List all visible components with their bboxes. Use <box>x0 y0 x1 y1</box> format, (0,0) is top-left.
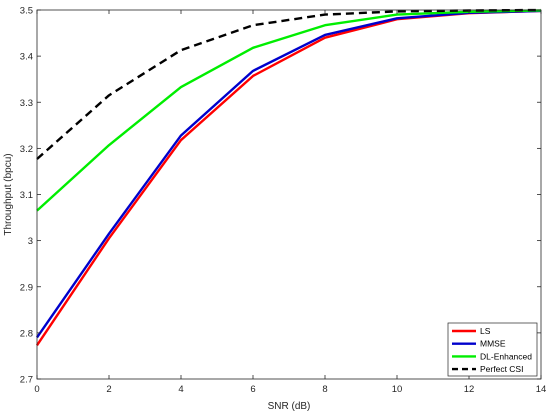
y-axis-label: Throughput (bpcu) <box>3 153 14 235</box>
legend-label-0: LS <box>480 326 491 336</box>
series-layer <box>36 8 542 346</box>
series-line-3 <box>36 8 542 160</box>
x-tick-label: 14 <box>536 384 547 395</box>
x-tick-label: 2 <box>106 384 111 395</box>
legend: LS MMSE DL-Enhanced Perfect CSI <box>447 322 538 377</box>
x-tick-label: 6 <box>250 384 255 395</box>
series-line-2 <box>36 9 542 212</box>
x-tick-label: 0 <box>34 384 39 395</box>
legend-label-1: MMSE <box>480 339 506 349</box>
y-tick-label: 3.4 <box>20 52 33 63</box>
y-tick-label: 3.2 <box>20 144 33 155</box>
legend-label-2: DL-Enhanced <box>480 351 532 361</box>
legend-label-3: Perfect CSI <box>480 364 523 374</box>
y-tick-label: 2.9 <box>20 282 33 293</box>
y-tick-label: 3 <box>28 236 33 247</box>
x-tick-label: 10 <box>392 384 403 395</box>
x-axis-label: SNR (dB) <box>268 401 311 412</box>
y-tick-label: 3.1 <box>20 190 33 201</box>
series-line-1 <box>36 9 542 339</box>
y-tick-label: 3.3 <box>20 98 33 109</box>
plot-area <box>37 10 541 379</box>
x-tick-label: 4 <box>178 384 183 395</box>
y-tick-label: 3.5 <box>20 6 33 17</box>
y-tick-label: 2.8 <box>20 328 33 339</box>
tick-layer: 0 2 4 6 8 10 12 14 2.7 2.8 2.9 3 3.1 3.2 3.3 3.4 3.5 <box>20 6 547 396</box>
x-tick-label: 12 <box>464 384 475 395</box>
x-tick-label: 8 <box>322 384 327 395</box>
y-tick-label: 2.7 <box>20 375 33 386</box>
